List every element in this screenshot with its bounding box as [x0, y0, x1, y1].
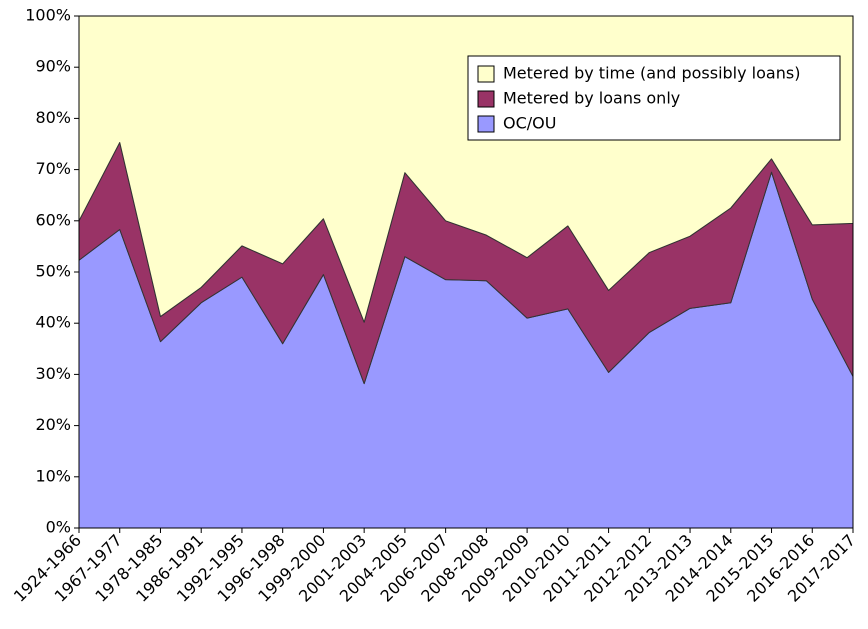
y-tick-label: 40% — [35, 313, 71, 332]
y-tick-label: 80% — [35, 108, 71, 127]
legend-box — [467, 55, 841, 141]
y-tick-label: 100% — [25, 6, 71, 25]
legend-swatch — [477, 65, 495, 83]
y-tick-label: 50% — [35, 262, 71, 281]
legend-label: OC/OU — [503, 114, 556, 133]
legend-swatch — [477, 90, 495, 108]
y-tick-label: 10% — [35, 466, 71, 485]
legend-label: Metered by time (and possibly loans) — [503, 64, 800, 83]
y-tick-label: 20% — [35, 415, 71, 434]
legend-label: Metered by loans only — [503, 89, 680, 108]
y-tick-label: 70% — [35, 159, 71, 178]
y-tick-label: 60% — [35, 210, 71, 229]
y-tick-label: 30% — [35, 364, 71, 383]
legend-swatch — [477, 115, 495, 133]
y-tick-label: 90% — [35, 57, 71, 76]
y-tick-label: 0% — [46, 518, 71, 537]
